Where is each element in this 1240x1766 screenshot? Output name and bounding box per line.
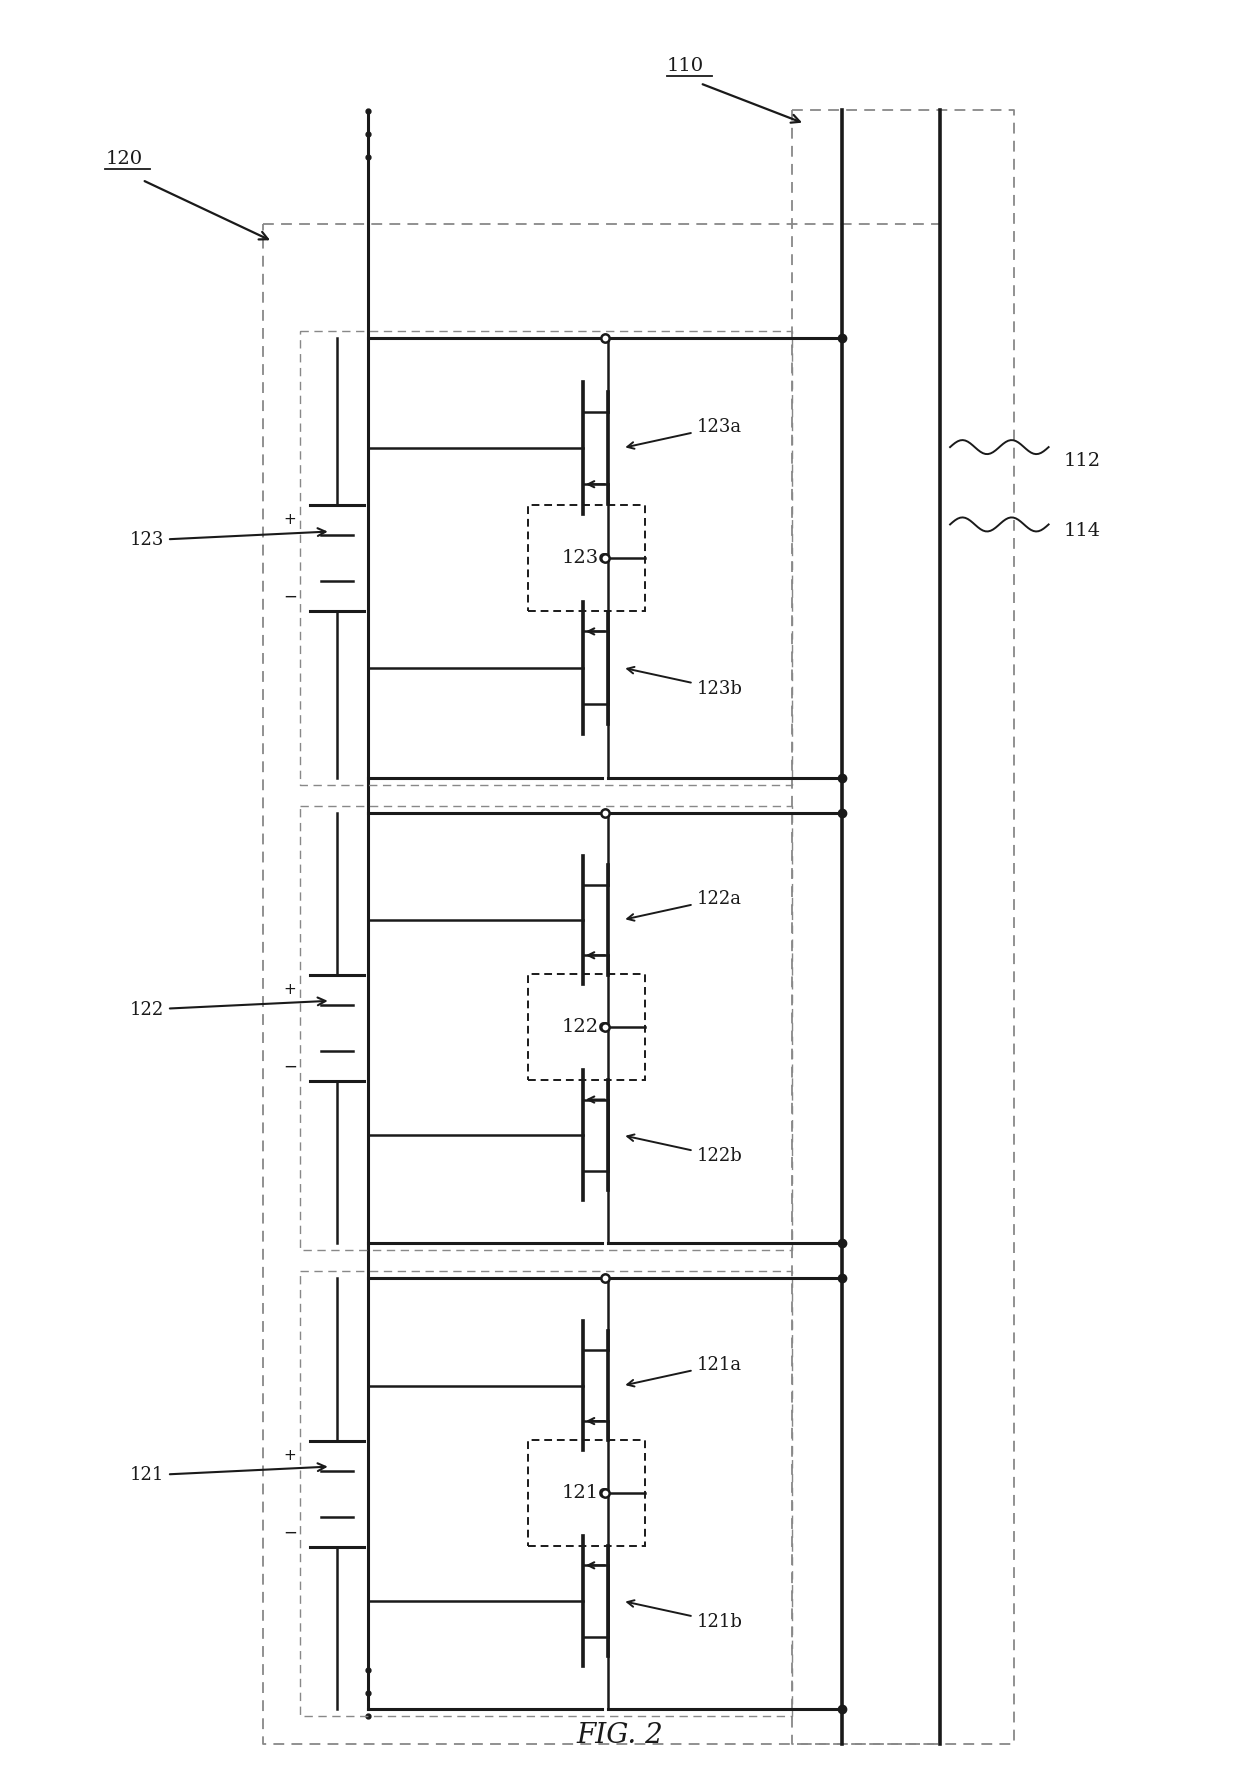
Text: 122c: 122c <box>562 1019 610 1037</box>
Text: +: + <box>284 982 296 996</box>
Text: 112: 112 <box>1064 452 1101 470</box>
Text: 123a: 123a <box>627 419 742 449</box>
Text: +: + <box>284 1448 296 1462</box>
Text: 123: 123 <box>130 528 325 549</box>
Text: +: + <box>284 512 296 526</box>
Text: 120: 120 <box>105 150 143 168</box>
FancyBboxPatch shape <box>528 1441 645 1545</box>
Text: 121b: 121b <box>627 1600 743 1632</box>
Text: −: − <box>283 1524 296 1542</box>
Text: −: − <box>283 588 296 606</box>
Text: 122b: 122b <box>627 1134 742 1166</box>
Text: 123b: 123b <box>627 668 743 698</box>
Text: 110: 110 <box>667 57 704 74</box>
FancyBboxPatch shape <box>528 975 645 1079</box>
FancyBboxPatch shape <box>528 505 645 611</box>
Text: 121c: 121c <box>562 1483 610 1501</box>
Text: 114: 114 <box>1064 523 1101 540</box>
Text: −: − <box>283 1058 296 1075</box>
Text: 122: 122 <box>130 998 325 1019</box>
Text: 123c: 123c <box>562 549 610 567</box>
Text: 122a: 122a <box>627 890 742 920</box>
Text: 121: 121 <box>130 1464 325 1485</box>
Text: 121a: 121a <box>627 1356 742 1386</box>
Text: FIG. 2: FIG. 2 <box>577 1722 663 1748</box>
